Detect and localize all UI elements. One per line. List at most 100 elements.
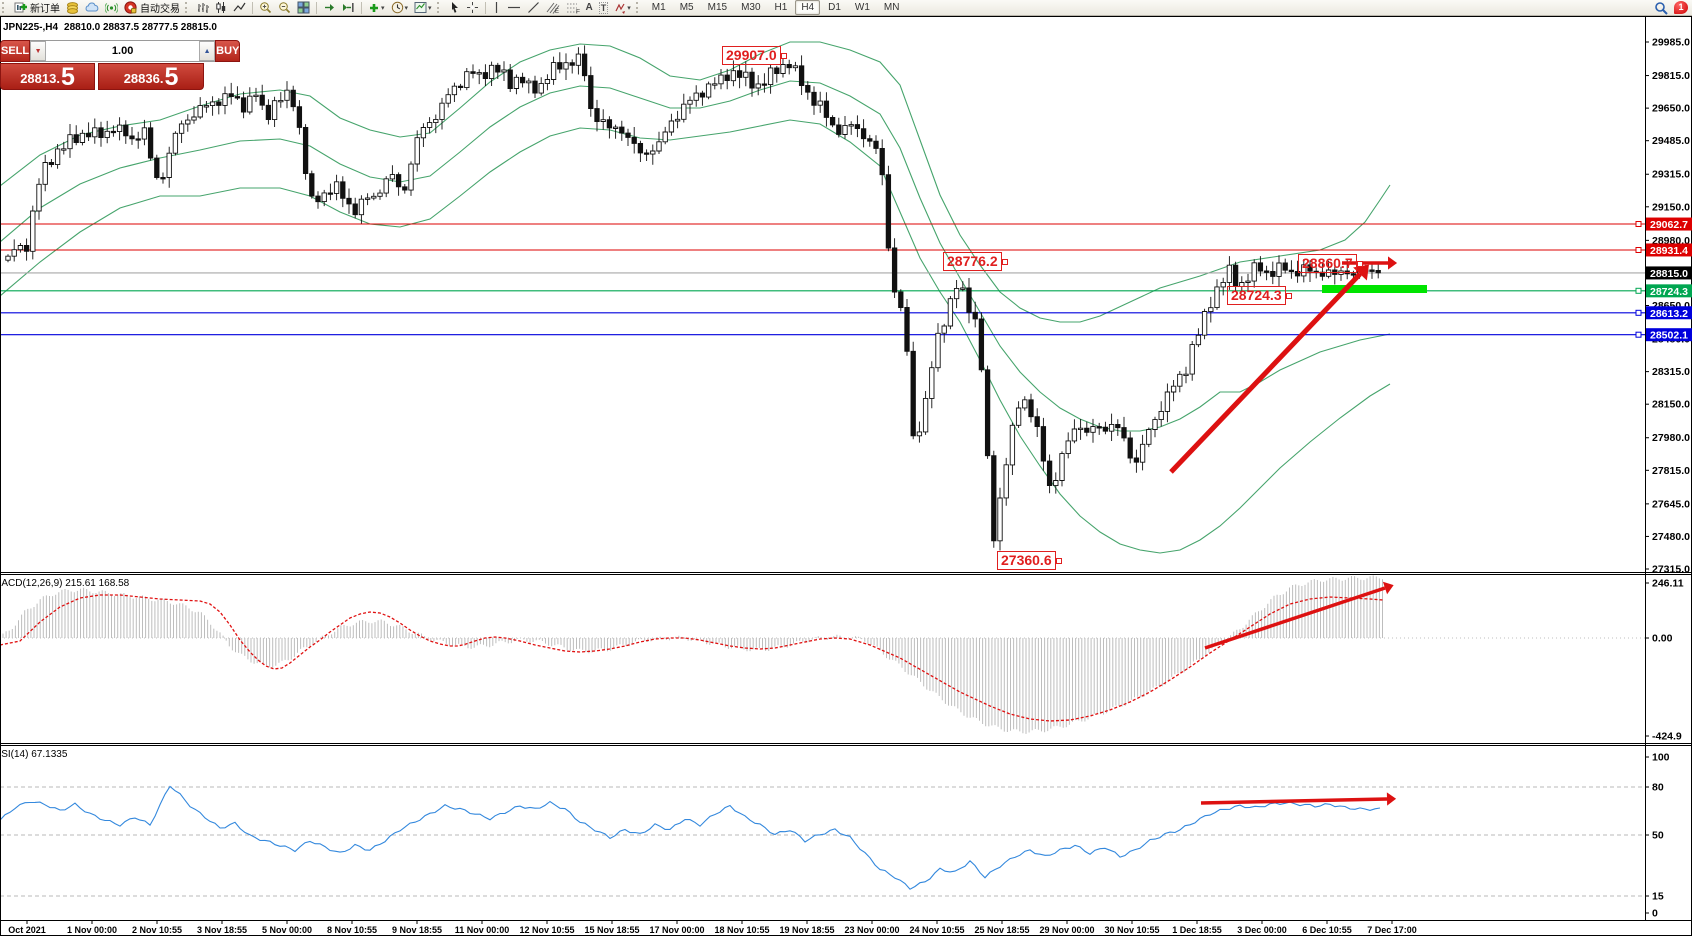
price-badge-label: 28613.2 [1650, 308, 1688, 320]
new-order-icon [14, 2, 27, 13]
auto-scroll-icon[interactable] [320, 1, 339, 15]
price-badge [1646, 266, 1692, 280]
timeframe-m5[interactable]: M5 [679, 2, 694, 13]
price-axis-label: 29315.0 [1652, 169, 1690, 181]
main-chart-area[interactable] [0, 41, 1645, 554]
buy-price-main: 28836. [123, 71, 164, 86]
timeframe-m30[interactable]: M30 [741, 2, 761, 13]
vertical-line-tool-icon[interactable] [489, 1, 504, 15]
price-annotation-label[interactable]: 28776.2 [943, 252, 1008, 271]
autotrading-button[interactable]: 自动交易 [121, 1, 183, 15]
text-tool-icon[interactable]: A [585, 2, 593, 13]
search-icon[interactable] [1654, 1, 1668, 15]
zoom-out-icon[interactable] [275, 1, 294, 15]
new-order-button[interactable]: 新订单 [11, 1, 63, 15]
timeframe-d1[interactable]: D1 [828, 2, 841, 13]
volume-increase-button[interactable]: ▲ [199, 41, 216, 61]
crosshair-tool-icon[interactable] [463, 1, 482, 15]
time-axis-label: 30 Nov 10:55 [1104, 925, 1159, 935]
notifications-chat-icon[interactable]: 1 [1674, 1, 1688, 14]
time-axis-label: 9 Nov 18:55 [392, 925, 442, 935]
time-axis-label: Oct 2021 [8, 925, 46, 935]
equidistant-channel-tool-icon[interactable]: E [543, 1, 563, 15]
trend-arrow-head [1386, 792, 1397, 806]
timeframe-m1[interactable]: M1 [651, 2, 666, 13]
tile-windows-icon[interactable] [294, 1, 313, 15]
volume-decrease-button[interactable]: ▼ [30, 41, 47, 61]
toolbar: 新订单 自动交易 ▾ ▾ ▾ [0, 0, 1692, 16]
timeframe-mn[interactable]: MN [883, 2, 900, 13]
bollinger-lower-band[interactable] [0, 119, 1391, 554]
signals-icon[interactable] [102, 1, 121, 15]
trend-arrow-head [1353, 264, 1369, 281]
community-cloud-icon[interactable] [82, 1, 102, 15]
volume-input[interactable] [46, 41, 200, 61]
trend-arrow[interactable] [1200, 797, 1388, 805]
price-badge [1646, 284, 1692, 298]
rsi-axis-label: 80 [1652, 782, 1664, 794]
toolbar-grip[interactable] [635, 2, 643, 13]
price-badge [1646, 243, 1692, 257]
chart-shift-icon[interactable] [339, 1, 358, 15]
trend-arrow[interactable] [1169, 272, 1362, 474]
sell-price-main: 28813. [20, 71, 60, 86]
time-axis-label: 6 Dec 10:55 [1302, 925, 1352, 935]
rsi-indicator-label: RSI(14) 67.1335 [0, 749, 68, 760]
cursor-tool-icon[interactable] [446, 1, 463, 15]
autotrading-label: 自动交易 [140, 4, 180, 15]
timeframe-h1[interactable]: H1 [774, 2, 788, 13]
rsi-panel[interactable] [0, 785, 1645, 897]
sell-price-pips: 5 [60, 63, 75, 91]
deposit-coins-icon[interactable] [63, 1, 82, 15]
price-annotation-label[interactable]: 28860.7 [1298, 254, 1363, 273]
price-annotation-label[interactable]: 27360.6 [997, 551, 1062, 570]
price-annotation-label[interactable]: 28724.3 [1227, 286, 1292, 305]
toolbar-grip[interactable] [185, 2, 192, 13]
timeframe-w1[interactable]: W1 [854, 2, 870, 13]
macd-panel[interactable] [0, 575, 1645, 734]
toolbar-grip[interactable] [2, 2, 9, 13]
sell-price-display[interactable]: 28813. 5 [0, 63, 96, 91]
bollinger-middle-band[interactable] [0, 80, 1391, 432]
trendline-tool-icon[interactable] [524, 1, 543, 15]
green-highlight-bar[interactable] [1322, 285, 1427, 293]
arrow-shapes-icon [615, 3, 626, 14]
toolbar-separator [361, 1, 362, 14]
rsi-axis-label: 0 [1652, 908, 1658, 920]
horizontal-line-tool-icon[interactable] [504, 1, 524, 15]
sell-button[interactable]: SELL [0, 40, 31, 62]
price-annotation-label[interactable]: 29907.0 [722, 46, 787, 65]
buy-button[interactable]: BUY [215, 40, 241, 62]
buy-price-display[interactable]: 28836. 5 [98, 63, 204, 90]
line-handle[interactable] [1635, 221, 1642, 227]
toolbar-grip[interactable] [436, 2, 444, 13]
timeframe-m15[interactable]: M15 [707, 2, 728, 13]
time-axis-label: 18 Nov 10:55 [714, 925, 769, 935]
line-handle[interactable] [1635, 247, 1642, 253]
line-handle[interactable] [1635, 331, 1642, 338]
templates-button[interactable]: ▾ [411, 1, 435, 15]
line-handle[interactable] [1635, 287, 1642, 294]
indicators-button[interactable]: ▾ [365, 1, 388, 15]
line-chart-icon[interactable] [230, 1, 249, 15]
rsi-axis-label: 50 [1652, 830, 1664, 842]
zoom-in-icon[interactable] [256, 1, 275, 15]
price-axis-label: 29650.0 [1652, 103, 1690, 115]
toolbar-right-group: 1 [1654, 1, 1688, 15]
trend-arrow-head [1382, 581, 1394, 595]
trend-arrow[interactable] [1204, 586, 1386, 650]
line-handle[interactable] [1635, 309, 1642, 316]
time-axis-label: 29 Nov 00:00 [1039, 925, 1094, 935]
chart-background [0, 16, 1692, 936]
periods-button[interactable]: ▾ [388, 1, 412, 15]
fibonacci-tool-icon[interactable]: F [563, 1, 583, 15]
candlestick-chart-icon[interactable] [212, 1, 230, 15]
text-label-tool-icon[interactable]: T [598, 1, 609, 14]
arrows-tool-button[interactable]: ▾ [611, 1, 634, 15]
timeframe-h4[interactable]: H4 [795, 0, 821, 15]
bar-chart-icon[interactable] [194, 1, 212, 15]
bollinger-upper-band[interactable] [0, 41, 1391, 323]
buy-price-pips: 5 [164, 63, 179, 91]
